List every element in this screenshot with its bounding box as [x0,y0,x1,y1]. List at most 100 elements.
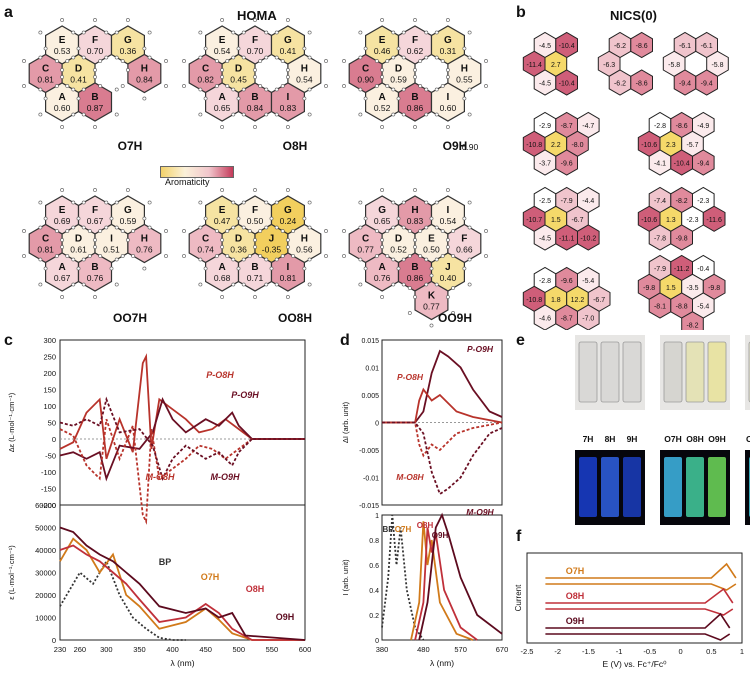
homa-value: 0.41 [70,75,87,85]
homa-value: 0.67 [54,273,71,283]
hydrogen-atom [385,84,390,88]
hydrogen-atom [93,295,97,299]
ring-letter: E [219,205,226,216]
hydrogen-atom [445,75,450,79]
hydrogen-atom [380,125,385,129]
cv-ylabel: Current [515,584,523,611]
hydrogen-atom [324,254,328,258]
hydrogen-atom [484,59,488,63]
hydrogen-atom [164,254,168,258]
hydrogen-atom [280,84,285,88]
hydrogen-atom [60,295,65,299]
nics-value: -8.7 [561,316,573,323]
hydrogen-atom [285,18,290,22]
nics-value: -11.2 [674,266,690,273]
hydrogen-atom [93,18,97,22]
nics-value: -4.9 [697,123,709,130]
hydrogen-atom [71,112,76,117]
hydrogen-atom [451,311,456,315]
homa-value: 0.62 [407,46,424,56]
nics-value: -6.1 [679,43,691,50]
hydrogen-atom [358,30,363,35]
nics-value: -10.4 [559,81,575,88]
homa-molecule-O8H: E0.54F0.70G0.41C0.82D0.45H0.54A0.65B0.84… [182,18,328,153]
panel-e-photos: 7H8H9HO7HO8HO9HOO7HOO8HOO9H [575,335,750,525]
nics-value: -6.2 [614,81,626,88]
ring-letter: G [444,35,452,46]
cv-xtick: -0.5 [643,647,656,656]
hydrogen-atom [401,257,406,262]
hydrogen-atom [126,68,130,72]
hydrogen-atom [434,225,439,230]
nics-ring [692,149,715,176]
hydrogen-atom [253,188,257,192]
nics-value: -7.0 [582,316,594,323]
hydrogen-atom [55,59,59,63]
hydrogen-atom [225,59,230,63]
hydrogen-atom [203,216,208,221]
hydrogen-atom [467,30,472,35]
homa-value: 0.51 [103,245,120,255]
hydrogen-atom [38,257,43,262]
ring-letter: F [461,234,467,245]
cd-legend-label: M-O8H [146,472,176,482]
hydrogen-atom [38,200,43,205]
hydrogen-atom [374,229,379,233]
nics-value: -9.4 [701,81,713,88]
nics-value: 1.5 [551,217,561,224]
abs-series-O7H [59,537,305,641]
cd-legend-label: P-O9H [231,390,259,400]
hydrogen-atom [451,229,456,233]
vial-label: 8H [605,434,616,444]
hydrogen-atom [120,254,125,258]
hydrogen-atom [147,30,152,35]
hydrogen-atom [241,87,246,92]
hydrogen-atom [264,30,269,35]
hydrogen-atom [274,55,279,60]
nics-value: -4.5 [539,81,551,88]
homa-value: 0.67 [87,216,104,226]
ring-letter: G [284,205,292,216]
hydrogen-atom [120,59,125,63]
hydrogen-atom [434,257,439,262]
hydrogen-atom [407,229,412,233]
hydrogen-atom [285,245,290,249]
nics-value: -10.7 [526,217,542,224]
vial-label: O8H [686,434,703,444]
hydrogen-atom [253,295,257,299]
homa-extra-value: 0.90 [462,142,479,152]
homa-value: 0.81 [37,75,54,85]
homa-value: 0.84 [136,75,153,85]
hydrogen-atom [109,216,114,221]
hydrogen-atom [214,254,219,258]
homa-molecule-O9H: E0.46F0.62G0.31C0.90D0.59H0.55A0.52B0.86… [342,18,488,153]
hydrogen-atom [253,245,257,249]
hydrogen-atom [114,225,119,230]
homa-value: 0.60 [54,103,71,113]
homa-value: 0.50 [247,216,264,226]
homa-value: 0.70 [247,46,264,56]
homa-value: 0.59 [390,75,407,85]
cd-ytick: 100 [43,402,56,411]
hydrogen-atom [484,254,488,258]
cd-legend-label: M-O9H [211,472,241,482]
ring-letter: G [124,35,132,46]
vial-emission [664,457,682,517]
em-ytick: 0.2 [369,613,379,620]
hydrogen-atom [424,257,429,262]
nics-value: -6.7 [593,297,605,304]
ring-letter: J [269,234,275,245]
hydrogen-atom [126,238,130,242]
em-ytick: 0 [375,638,379,645]
hydrogen-atom [358,257,363,262]
cpl-legend-label: P-O8H [397,372,424,382]
ring-letter: F [412,35,418,46]
em-legend-label: BP [382,525,394,534]
nics-value: -8.0 [571,142,583,149]
homa-value: 0.36 [120,46,137,56]
hydrogen-atom [43,266,48,271]
hydrogen-atom [225,229,230,233]
hydrogen-atom [440,84,445,88]
hydrogen-atom [363,46,368,51]
hydrogen-atom [418,254,423,258]
